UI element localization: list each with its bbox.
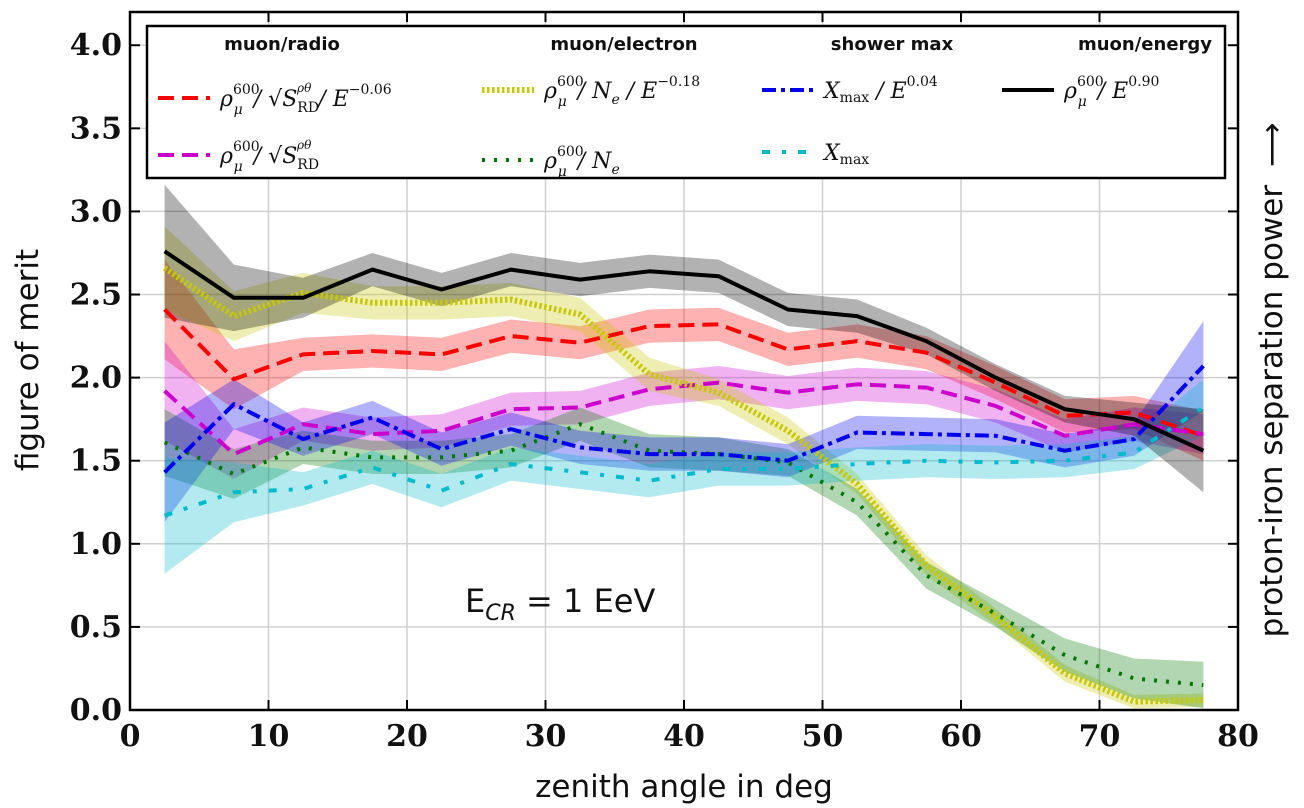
legend-label: ρ600 μ / E0.90 (1063, 74, 1159, 110)
x-tick-label: 40 (663, 719, 705, 754)
right-axis-label: proton-iron separation power ⟶ (1254, 123, 1290, 638)
legend-entry-5: Xmax (762, 141, 869, 168)
axis-ticks: 0 10 20 30 40 50 60 70 80 0.0 0.5 1.0 1.5 2.0 2.5 3.0 3.… (70, 12, 1259, 754)
energy-annotation: ECR = 1 EeV (465, 582, 655, 626)
energy-annotation-subscript: CR (485, 601, 516, 626)
series-line-0 (163, 308, 1205, 438)
energy-annotation-value: = 1 EeV (516, 582, 656, 620)
y-axis-title: figure of merit (10, 249, 46, 471)
y-tick-label: 1.0 (70, 527, 122, 562)
legend-group-title: muon/energy (1078, 34, 1212, 55)
legend-label: Xmax (822, 141, 869, 168)
x-tick-label: 50 (802, 719, 844, 754)
x-axis-title: zenith angle in deg (535, 769, 833, 805)
series-lines (162, 249, 1205, 705)
legend-entry-6: ρ600 μ / E0.90 (1002, 74, 1159, 110)
x-tick-label: 80 (1217, 719, 1259, 754)
legend-group-title: muon/electron (550, 34, 697, 55)
legend-label: ρ600 μ / Ne (543, 144, 620, 180)
y-tick-label: 3.0 (70, 194, 122, 229)
x-tick-label: 60 (940, 719, 982, 754)
legend-label: ρ600 μ / Ne / E−0.18 (543, 74, 700, 110)
error-band-2 (164, 226, 1204, 709)
y-tick-label: 3.5 (70, 111, 122, 146)
error-band-4 (164, 321, 1204, 523)
y-tick-label: 1.5 (70, 444, 122, 479)
y-tick-label: 2.5 (70, 278, 122, 313)
x-tick-label: 10 (248, 719, 290, 754)
error-band-5 (164, 379, 1204, 574)
y-tick-label: 0.5 (70, 610, 122, 645)
legend-entry-2: ρ600 μ / Ne / E−0.18 (482, 74, 700, 110)
series-line-2 (162, 265, 1204, 705)
error-band-0 (164, 259, 1204, 461)
right-axis-label-text: proton-iron separation power (1254, 185, 1290, 638)
legend-label: ρ600 μ / √SRDρθ (219, 138, 319, 175)
error-band-3 (164, 407, 1204, 709)
y-tick-label: 2.0 (70, 361, 122, 396)
legend-group-title: shower max (831, 34, 954, 55)
legend-label: Xmax / E0.04 (822, 74, 938, 106)
x-tick-label: 70 (1079, 719, 1121, 754)
legend-entry-0: ρ600 μ / √SRDρθ / E−0.06 (158, 81, 392, 118)
y-tick-label: 4.0 (70, 28, 122, 63)
series-line-4 (163, 364, 1205, 474)
legend-group-title: muon/radio (224, 34, 340, 55)
legend-entry-1: ρ600 μ / √SRDρθ (158, 138, 319, 175)
legend-entry-3: ρ600 μ / Ne (482, 144, 620, 180)
series-line-6 (163, 249, 1205, 453)
x-tick-label: 0 (120, 719, 141, 754)
error-band-1 (164, 341, 1204, 479)
legend: muon/radio muon/electron shower max muon/en… (145, 24, 1227, 180)
x-tick-label: 30 (525, 719, 567, 754)
legend-box (145, 24, 1227, 180)
series-line-1 (163, 380, 1204, 457)
right-arrow-icon: ⟶ (1254, 123, 1290, 167)
legend-label: ρ600 μ / √SRDρθ / E−0.06 (219, 81, 392, 118)
y-tick-label: 0.0 (70, 693, 122, 728)
x-tick-label: 20 (386, 719, 428, 754)
legend-entry-4: Xmax / E0.04 (762, 74, 938, 106)
error-bands (164, 184, 1204, 709)
energy-annotation-symbol: E (465, 582, 485, 620)
